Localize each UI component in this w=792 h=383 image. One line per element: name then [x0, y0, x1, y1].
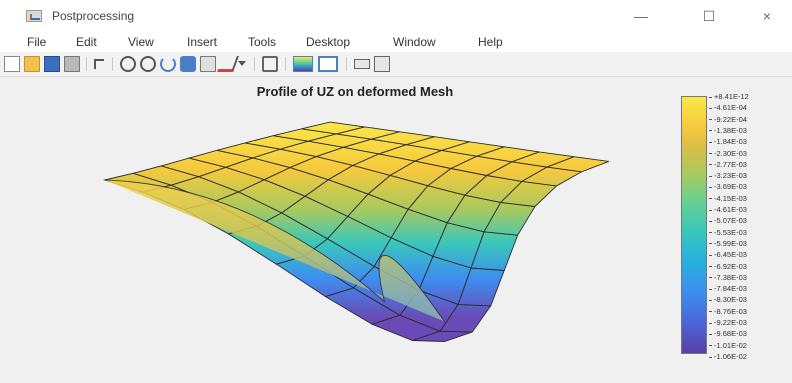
colorbar-tick-label: -1.38E-03	[709, 126, 747, 135]
colorbar-tick-label: -9.22E-04	[709, 115, 747, 124]
menu-view[interactable]: View	[128, 35, 154, 49]
surface-mesh	[103, 121, 609, 342]
menu-bar: File Edit View Insert Tools Desktop Wind…	[0, 30, 792, 52]
close-button[interactable]: ×	[762, 8, 772, 24]
colorbar-tick-label: -4.61E-03	[709, 205, 747, 214]
show-tools-icon[interactable]	[374, 56, 390, 72]
colorbar-tick-label: -2.77E-03	[709, 160, 747, 169]
minimize-button[interactable]: —	[634, 8, 648, 24]
colorbar-tick-label: +8.41E-12	[709, 92, 749, 101]
toolbar-separator	[86, 57, 87, 71]
colorbar-tick-label: -8.76E-03	[709, 307, 747, 316]
menu-file[interactable]: File	[27, 35, 47, 49]
colorbar-tick-label: -9.68E-03	[709, 329, 747, 338]
colorbar-tick-label: -2.30E-03	[709, 149, 747, 158]
colorbar-tick-label: -4.61E-04	[709, 103, 747, 112]
plot-title: Profile of UZ on deformed Mesh	[256, 84, 454, 99]
colorbar-tick-label: -7.38E-03	[709, 273, 747, 282]
save-icon[interactable]	[44, 56, 60, 72]
pan-icon[interactable]	[180, 56, 196, 72]
menu-insert[interactable]: Insert	[187, 35, 218, 49]
rotate-3d-icon[interactable]	[160, 56, 176, 72]
colorbar-icon[interactable]	[293, 56, 313, 72]
zoom-out-icon[interactable]	[140, 56, 156, 72]
colorbar-tick-label: -5.53E-03	[709, 228, 747, 237]
title-bar: Postprocessing — ☐ ×	[0, 0, 792, 30]
colorbar-tick-label: -6.45E-03	[709, 250, 747, 259]
colorbar-tick-label: -4.15E-03	[709, 194, 747, 203]
colorbar-tick-label: -5.07E-03	[709, 216, 747, 225]
menu-window[interactable]: Window	[393, 35, 436, 49]
menu-edit[interactable]: Edit	[76, 35, 97, 49]
print-icon[interactable]	[64, 56, 80, 72]
surface-face	[546, 156, 609, 173]
zoom-in-icon[interactable]	[120, 56, 136, 72]
colorbar-tick-label: -1.01E-02	[709, 341, 747, 350]
legend-icon[interactable]	[318, 56, 338, 72]
colorbar-labels: +8.41E-12 -4.61E-04 -9.22E-04 -1.38E-03 -1.8…	[709, 92, 789, 362]
colorbar-tick-label: -1.06E-02	[709, 352, 747, 361]
colorbar-tick-label: -3.23E-03	[709, 171, 747, 180]
data-cursor-icon[interactable]	[200, 56, 216, 72]
colorbar-tick-label: -9.22E-03	[709, 318, 747, 327]
colorbar-tick-label: -6.92E-03	[709, 262, 747, 271]
colorbar-tick-label: -3.69E-03	[709, 182, 747, 191]
colorbar-tick-label: -8.30E-03	[709, 295, 747, 304]
toolbar-separator	[254, 57, 255, 71]
toolbar-separator	[285, 57, 286, 71]
toolbar-separator	[112, 57, 113, 71]
edit-plot-icon[interactable]	[94, 59, 104, 69]
surface-fold	[104, 179, 445, 322]
toolbar	[0, 52, 792, 77]
menu-help[interactable]: Help	[478, 35, 503, 49]
maximize-button[interactable]: ☐	[702, 8, 716, 24]
colorbar-tick-label: -7.84E-03	[709, 284, 747, 293]
toolbar-separator	[346, 57, 347, 71]
open-folder-icon[interactable]	[24, 56, 40, 72]
menu-desktop[interactable]: Desktop	[306, 35, 351, 49]
colorbar-tick-label: -1.84E-03	[709, 137, 747, 146]
window-title: Postprocessing	[52, 9, 135, 23]
colorbar-tick-label: -5.99E-03	[709, 239, 747, 248]
menu-tools[interactable]: Tools	[248, 35, 277, 49]
colorbar[interactable]	[681, 96, 707, 354]
new-figure-icon[interactable]	[4, 56, 20, 72]
link-plot-icon[interactable]	[262, 56, 278, 72]
brush-dropdown-icon[interactable]	[238, 61, 246, 66]
hide-tools-icon[interactable]	[354, 59, 370, 69]
app-icon	[26, 10, 42, 22]
